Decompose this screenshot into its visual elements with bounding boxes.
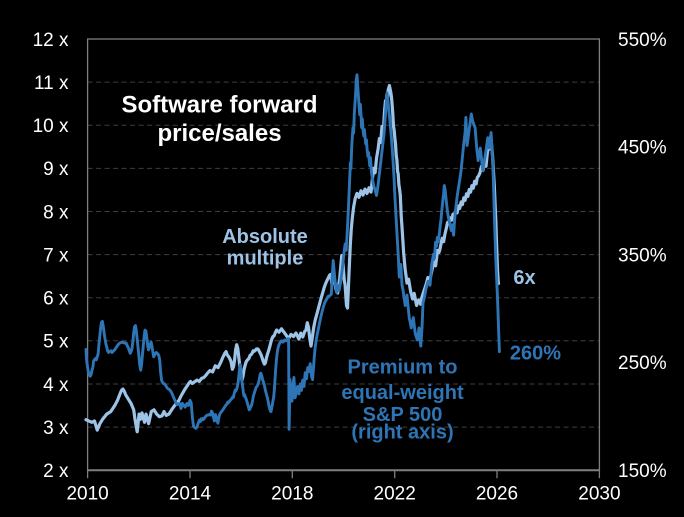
svg-text:2026: 2026	[476, 484, 518, 505]
svg-text:2018: 2018	[271, 484, 313, 505]
svg-text:2014: 2014	[169, 484, 212, 505]
svg-text:equal-weight: equal-weight	[341, 382, 464, 404]
svg-text:550%: 550%	[618, 30, 667, 51]
svg-text:6x: 6x	[513, 267, 535, 289]
svg-text:S&P 500: S&P 500	[363, 404, 443, 426]
svg-text:Absolute: Absolute	[222, 226, 308, 248]
svg-text:4 x: 4 x	[43, 375, 69, 396]
svg-text:450%: 450%	[618, 138, 667, 159]
svg-text:350%: 350%	[618, 245, 667, 266]
svg-text:3 x: 3 x	[43, 418, 69, 439]
svg-text:11 x: 11 x	[34, 73, 69, 94]
svg-text:250%: 250%	[618, 353, 667, 374]
svg-text:multiple: multiple	[227, 248, 304, 270]
svg-text:150%: 150%	[618, 461, 667, 482]
svg-text:2030: 2030	[578, 484, 620, 505]
svg-text:7 x: 7 x	[43, 245, 69, 266]
svg-text:2022: 2022	[374, 484, 416, 505]
svg-text:2010: 2010	[66, 484, 108, 505]
svg-text:6 x: 6 x	[43, 289, 69, 310]
svg-text:2 x: 2 x	[43, 461, 69, 482]
svg-text:(right axis): (right axis)	[351, 421, 453, 443]
svg-text:Software forward: Software forward	[121, 92, 317, 119]
svg-text:9 x: 9 x	[43, 159, 69, 180]
svg-text:Premium to: Premium to	[347, 357, 457, 379]
svg-text:10 x: 10 x	[33, 116, 69, 137]
svg-text:price/sales: price/sales	[157, 120, 281, 147]
svg-text:12 x: 12 x	[33, 30, 69, 51]
svg-text:8 x: 8 x	[43, 202, 69, 223]
svg-text:260%: 260%	[510, 343, 561, 365]
svg-text:5 x: 5 x	[43, 332, 69, 353]
